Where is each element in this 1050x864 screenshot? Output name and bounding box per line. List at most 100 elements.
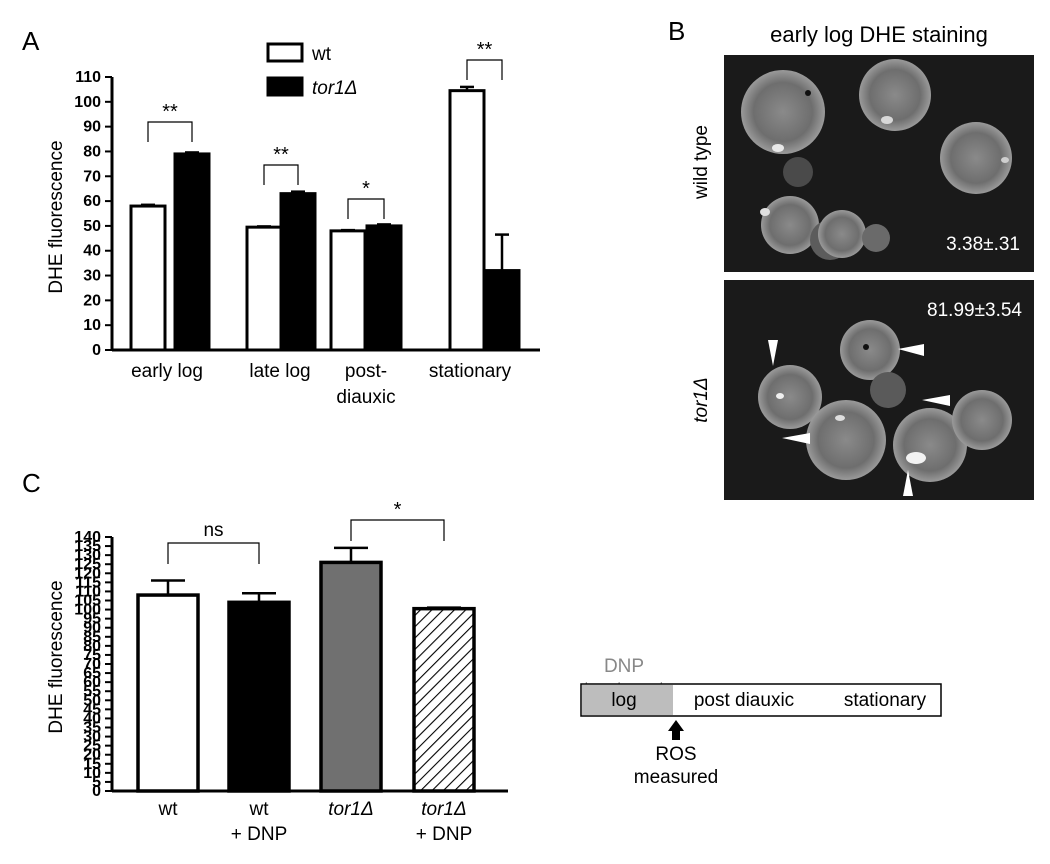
- x-category-label: + DNP: [416, 824, 473, 845]
- x-category-label: early log: [131, 361, 203, 382]
- y-tick-label: 20: [83, 747, 101, 764]
- micrograph-wild-type: 3.38±.31: [724, 55, 1034, 272]
- y-tick-label: 55: [83, 683, 101, 700]
- panel-c-bars: ns *: [136, 499, 476, 793]
- y-tick-label: 65: [83, 665, 101, 682]
- x-category-label: stationary: [429, 361, 512, 382]
- y-tick-label: 120: [74, 565, 101, 582]
- y-tick-label: 80: [83, 638, 101, 655]
- y-tick-label: 130: [74, 547, 101, 564]
- micrograph-tor1: 81.99±3.54: [724, 280, 1034, 500]
- legend-swatch-wt: [266, 42, 304, 63]
- bar-1: [227, 600, 291, 793]
- panel-a-axes: 0 10 20 30 40 50 60 70 80 90 100 110 early log late l…: [74, 69, 540, 408]
- significance-label: **: [162, 101, 178, 123]
- panel-a-y-axis-label: DHE fluorescence: [46, 140, 67, 293]
- y-tick-label: 80: [83, 143, 101, 160]
- panel-c-y-axis-label: DHE fluorescence: [46, 580, 67, 733]
- y-tick-label: 50: [83, 692, 101, 709]
- panel-b-letter: B: [668, 16, 685, 46]
- x-category-label: late log: [249, 361, 310, 382]
- arrowhead-marker: [898, 344, 924, 356]
- y-tick-label: 70: [83, 656, 101, 673]
- significance-bracket: [263, 164, 299, 185]
- y-tick-label: 85: [83, 629, 101, 646]
- legend-swatch-tor1: [266, 76, 304, 97]
- x-category-label: wt: [158, 799, 179, 820]
- micrograph-row-label-tor1: tor1Δ: [691, 377, 712, 423]
- y-tick-label: 20: [83, 292, 101, 309]
- significance-label: *: [362, 178, 370, 200]
- y-tick-label: 90: [83, 119, 101, 136]
- bar-tor1-2: [365, 224, 403, 352]
- micrograph-value-wild-type: 3.38±.31: [946, 234, 1020, 255]
- bar-tor1-1: [279, 192, 317, 352]
- timeline-segment-log: log: [611, 690, 636, 711]
- bar-tor1-3: [483, 269, 521, 352]
- x-category-label: tor1Δ: [421, 799, 467, 820]
- timeline-log-segment: [582, 685, 673, 715]
- y-tick-label: 25: [83, 738, 101, 755]
- y-tick-label: 15: [83, 756, 101, 773]
- y-tick-label: 60: [83, 674, 101, 691]
- bar-tor1-0: [173, 152, 211, 352]
- y-tick-label: 70: [83, 168, 101, 185]
- panel-c-letter: C: [22, 468, 41, 498]
- y-tick-label: 125: [74, 556, 101, 573]
- legend-label-wt: wt: [311, 44, 332, 65]
- y-tick-label: 110: [75, 69, 101, 86]
- y-tick-label: 30: [83, 729, 101, 746]
- bar-3: [412, 606, 476, 793]
- ros-measured-label-line2: measured: [634, 767, 719, 788]
- y-tick-label: 110: [75, 583, 101, 600]
- bar-wt-0: [129, 204, 167, 352]
- ros-measured-label-line1: ROS: [655, 744, 696, 765]
- panel-a: A DHE fluorescence 0 10 20 30 40 50 60 70 80 90 10…: [22, 26, 540, 408]
- y-tick-label: 5: [92, 774, 101, 791]
- y-tick-label: 35: [83, 720, 101, 737]
- panel-c: C DHE fluorescence 051015202530354045505…: [22, 468, 508, 845]
- y-tick-label: 90: [83, 620, 101, 637]
- significance-label: ns: [203, 520, 223, 541]
- significance-label: **: [477, 39, 493, 61]
- y-tick-label: 40: [83, 243, 101, 260]
- significance-bracket: [350, 519, 445, 541]
- micrograph-row-label-wild-type: wild type: [691, 125, 712, 200]
- y-tick-label: 45: [83, 701, 101, 718]
- timeline-segment-stationary: stationary: [844, 690, 927, 711]
- bar-0: [136, 593, 200, 793]
- y-tick-label: 30: [83, 268, 101, 285]
- x-category-label: + DNP: [231, 824, 288, 845]
- y-tick-label: 135: [74, 538, 101, 555]
- up-arrow-icon: [668, 720, 684, 740]
- micrograph-value-tor1: 81.99±3.54: [927, 300, 1022, 321]
- bar-wt-1: [245, 225, 283, 352]
- y-tick-label: 140: [74, 529, 101, 546]
- arrowhead-marker: [922, 395, 950, 406]
- y-tick-label: 0: [92, 342, 101, 359]
- x-category-label: diauxic: [336, 387, 395, 408]
- y-tick-label: 100: [74, 602, 101, 619]
- micrograph-title: early log DHE staining: [770, 22, 988, 47]
- arrowhead-marker: [768, 340, 778, 366]
- y-tick-label: 0: [92, 783, 101, 800]
- bar-wt-3: [448, 89, 486, 352]
- panel-b: B early log DHE staining wild type tor1Δ…: [668, 16, 1034, 500]
- y-tick-label: 40: [83, 710, 101, 727]
- legend: wt tor1Δ: [266, 42, 358, 99]
- y-tick-label: 95: [83, 611, 101, 628]
- y-tick-label: 10: [83, 765, 101, 782]
- x-category-label: post-: [345, 361, 387, 382]
- significance-label: **: [273, 144, 289, 166]
- significance-bracket: [347, 198, 385, 219]
- y-tick-label: 100: [74, 94, 101, 111]
- y-tick-label: 75: [83, 647, 101, 664]
- timeline-segment-post-diauxic: post diauxic: [694, 690, 794, 711]
- dnp-treatment-label-line1: DNP: [604, 656, 644, 677]
- significance-bracket: [147, 121, 193, 142]
- panel-a-letter: A: [22, 26, 40, 56]
- x-category-label: tor1Δ: [328, 799, 374, 820]
- panel-a-bars: *******: [129, 39, 521, 352]
- legend-label-tor1: tor1Δ: [312, 78, 358, 99]
- arrowhead-marker: [782, 433, 810, 444]
